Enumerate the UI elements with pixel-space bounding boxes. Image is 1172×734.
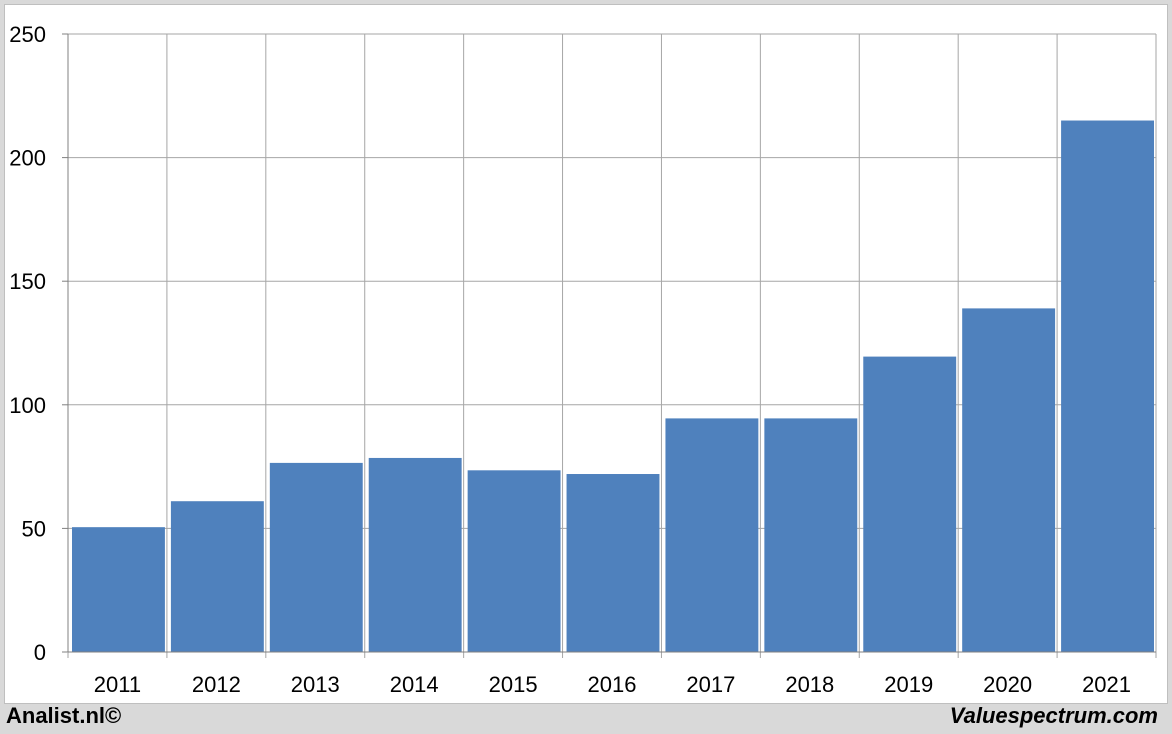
x-tick-label: 2013	[291, 672, 340, 697]
bar-2016	[566, 474, 660, 652]
bar-2019	[863, 356, 957, 652]
x-tick-label: 2012	[192, 672, 241, 697]
x-tick-label: 2020	[983, 672, 1032, 697]
y-tick-label: 100	[9, 393, 46, 418]
y-tick-label: 0	[34, 640, 46, 665]
x-tick-label: 2015	[489, 672, 538, 697]
y-tick-label: 200	[9, 146, 46, 171]
bar-2014	[368, 457, 462, 652]
bar-2021	[1061, 120, 1154, 652]
x-tick-label: 2017	[686, 672, 735, 697]
bar-2017	[665, 418, 759, 652]
bar-2011	[72, 527, 165, 652]
footer-credit-left: Analist.nl©	[6, 703, 122, 728]
y-tick-label: 50	[22, 516, 46, 541]
bar-2020	[962, 308, 1056, 652]
footer-credit-right: Valuespectrum.com	[949, 703, 1158, 728]
x-tick-label: 2019	[884, 672, 933, 697]
x-tick-label: 2014	[390, 672, 439, 697]
bar-2012	[170, 501, 264, 652]
y-tick-label: 250	[9, 22, 46, 47]
x-tick-label: 2021	[1082, 672, 1131, 697]
x-tick-label: 2011	[94, 672, 141, 697]
bar-2013	[269, 462, 363, 652]
bar-2015	[467, 470, 561, 652]
bar-2018	[764, 418, 858, 652]
x-tick-label: 2018	[785, 672, 834, 697]
y-tick-label: 150	[9, 269, 46, 294]
x-tick-label: 2016	[588, 672, 637, 697]
